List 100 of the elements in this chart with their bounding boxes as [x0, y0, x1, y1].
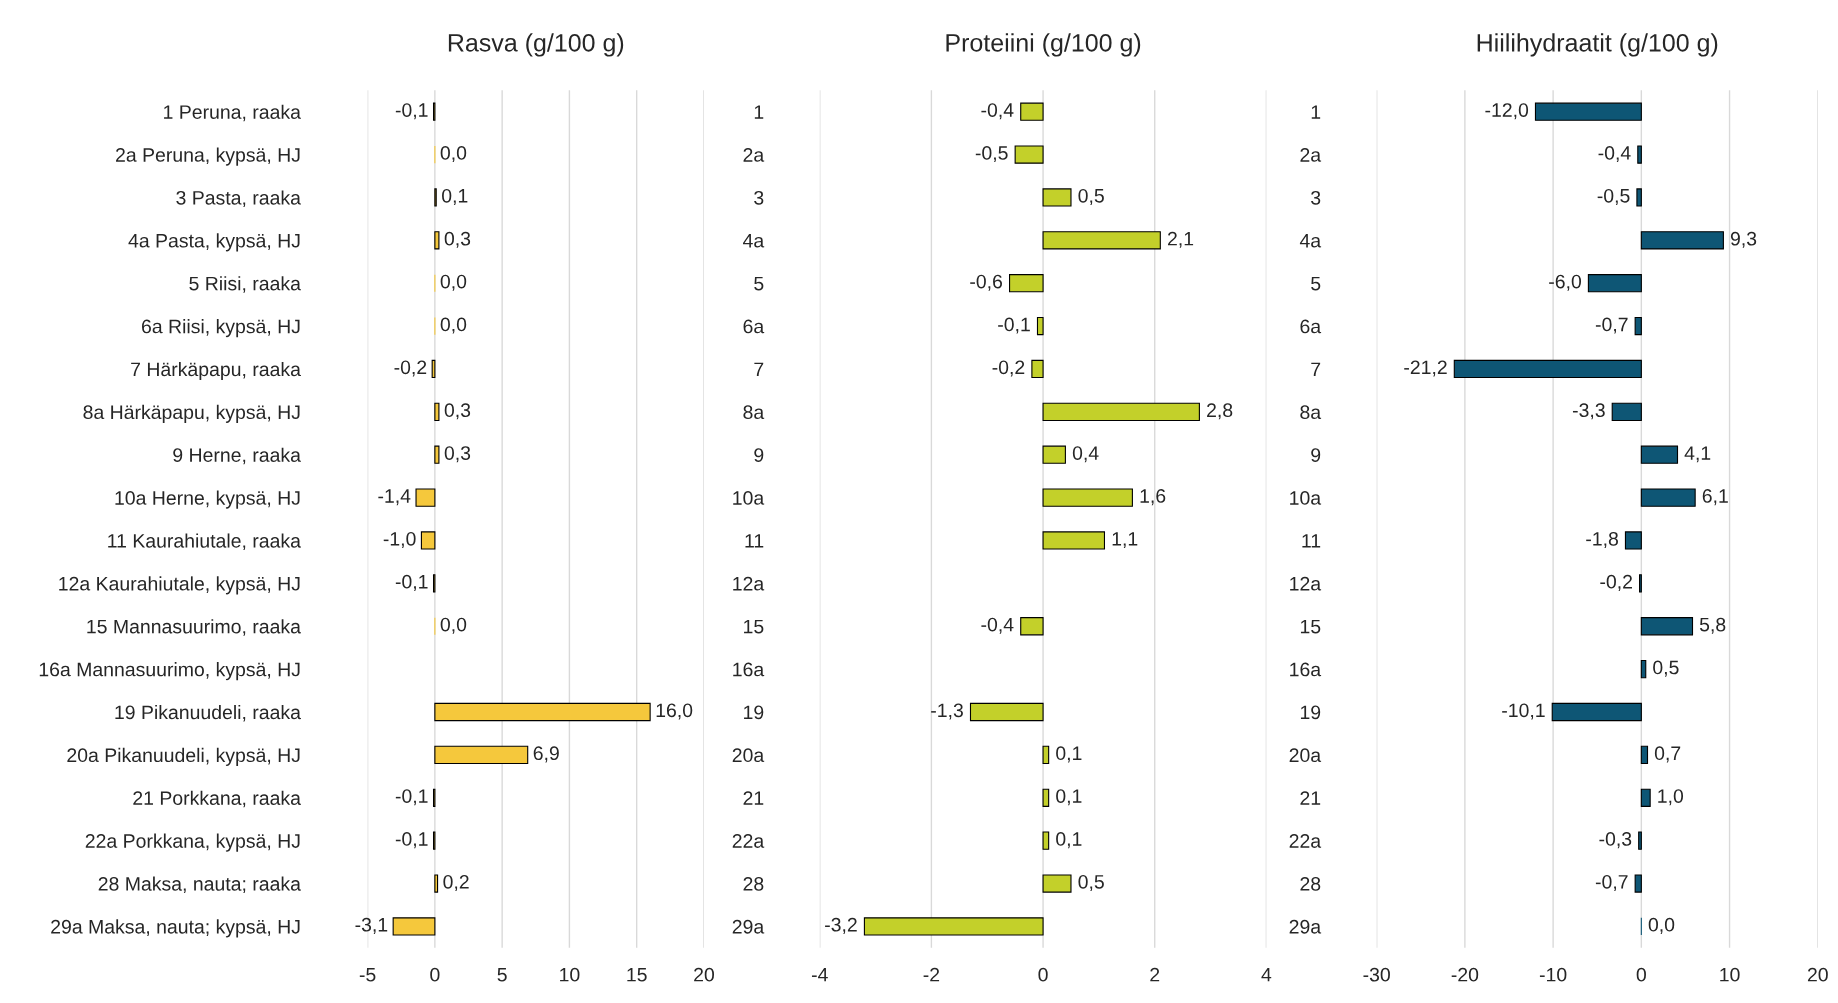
- data-label: -0,2: [1600, 574, 1632, 591]
- bar: [1640, 231, 1724, 250]
- y-tick-label: 22a: [1289, 834, 1322, 848]
- data-label: -10,1: [1502, 703, 1545, 720]
- data-label: 0,1: [1056, 832, 1082, 849]
- x-tick-label: 10: [1720, 967, 1740, 982]
- bar: [434, 231, 440, 250]
- bar: [1042, 188, 1072, 207]
- data-label: 0,3: [444, 446, 471, 463]
- data-label: -3,3: [1572, 403, 1605, 420]
- bar: [392, 917, 436, 936]
- data-label: -0,4: [1598, 146, 1631, 163]
- x-tick-label: 20: [694, 967, 715, 982]
- bar: [1020, 102, 1044, 121]
- x-tick-label: -2: [923, 967, 940, 982]
- bar: [1042, 488, 1133, 507]
- data-label: 1,6: [1140, 489, 1166, 506]
- y-tick-label: 11: [745, 534, 764, 548]
- y-tick-label: 16a Mannasuurimo, kypsä, HJ: [39, 662, 300, 681]
- x-tick-label: -5: [359, 967, 376, 982]
- y-tick-label: 29a Maksa, nauta; kypsä, HJ: [51, 919, 300, 938]
- data-label: 5,8: [1699, 617, 1726, 634]
- data-label: 0,3: [444, 231, 471, 248]
- bar: [1638, 831, 1642, 850]
- data-label: -1,3: [931, 703, 963, 720]
- bar: [1636, 188, 1642, 207]
- y-tick-label: 29a: [1289, 919, 1322, 934]
- data-label: 6,1: [1702, 489, 1728, 506]
- x-tick-label: -10: [1539, 967, 1567, 982]
- data-label: 0,2: [443, 874, 469, 892]
- y-tick-label: 5: [754, 276, 764, 291]
- x-tick-label: 4: [1261, 967, 1272, 982]
- y-tick-label: 29a: [732, 919, 765, 934]
- data-label: -3,1: [355, 917, 388, 934]
- bar: [1042, 231, 1161, 250]
- x-tick-label: 0: [1636, 967, 1646, 982]
- y-tick-label: 20a: [732, 748, 765, 763]
- data-label: 1,0: [1658, 789, 1684, 806]
- data-label: 2,1: [1167, 231, 1194, 248]
- bar: [1042, 745, 1050, 765]
- y-tick-label: 9 Herne, raaka: [173, 447, 301, 465]
- data-label: 0,7: [1654, 746, 1681, 763]
- data-label: 1,1: [1112, 532, 1138, 549]
- bar: [1587, 274, 1642, 293]
- x-tick-label: 0: [430, 967, 440, 982]
- bar: [434, 702, 651, 722]
- bar: [1014, 145, 1044, 164]
- data-label: 16,0: [656, 703, 693, 720]
- data-label: -21,2: [1404, 360, 1447, 377]
- x-tick-label: 0: [1038, 967, 1048, 982]
- x-tick-label: 10: [560, 967, 580, 982]
- bar: [1640, 445, 1679, 464]
- y-tick-label: 22a Porkkana, kypsä, HJ: [85, 833, 300, 852]
- y-tick-label: 1: [754, 105, 764, 119]
- y-tick-label: 2a: [1300, 148, 1322, 162]
- x-tick-label: 15: [627, 967, 647, 982]
- bar: [434, 402, 440, 421]
- y-tick-label: 12a: [733, 576, 765, 591]
- data-label: 0,0: [1648, 917, 1675, 934]
- data-label: -0,6: [970, 274, 1003, 291]
- data-label: -0,2: [394, 360, 427, 377]
- data-label: -1,8: [1586, 531, 1618, 549]
- bar: [1611, 402, 1642, 421]
- data-label: -0,5: [975, 146, 1008, 163]
- bar: [1637, 145, 1642, 164]
- bar: [1009, 274, 1044, 293]
- y-tick-label: 21 Porkkana, raaka: [133, 790, 301, 808]
- y-tick-label: 12a: [1290, 576, 1322, 591]
- data-label: 0,5: [1078, 188, 1104, 205]
- bar: [420, 531, 436, 550]
- data-label: -12,0: [1485, 103, 1529, 120]
- bar: [434, 745, 529, 765]
- data-label: -3,2: [825, 917, 857, 934]
- chart-title: Proteiini (g/100 g): [946, 33, 1141, 57]
- data-label: -0,2: [992, 360, 1025, 377]
- bar: [1020, 617, 1044, 636]
- y-tick-label: 10a: [733, 491, 765, 505]
- data-label: -0,1: [395, 832, 428, 849]
- bar: [1640, 617, 1694, 636]
- data-label: -6,0: [1549, 274, 1582, 291]
- x-tick-label: 5: [497, 967, 507, 982]
- data-label: 0,1: [442, 188, 468, 205]
- y-tick-label: 16a: [1290, 662, 1322, 677]
- chart-title: Rasva (g/100 g): [448, 33, 624, 57]
- x-tick-label: -20: [1451, 967, 1479, 982]
- y-tick-label: 15: [744, 619, 764, 634]
- y-tick-label: 7: [1311, 362, 1321, 377]
- y-tick-label: 28 Maksa, nauta; raaka: [98, 876, 301, 894]
- y-tick-label: 15: [1300, 619, 1321, 634]
- bar: [1624, 531, 1642, 550]
- y-tick-label: 3: [754, 190, 764, 205]
- y-tick-label: 2a Peruna, kypsä, HJ: [116, 147, 300, 166]
- bar: [1042, 402, 1200, 421]
- x-tick-label: 20: [1807, 967, 1828, 982]
- data-label: 0,0: [440, 146, 467, 163]
- data-label: -1,4: [378, 489, 411, 506]
- data-label: -0,7: [1595, 317, 1628, 334]
- y-tick-label: 10a Herne, kypsä, HJ: [115, 490, 300, 509]
- data-label: -0,1: [395, 103, 428, 120]
- bar: [1042, 831, 1050, 850]
